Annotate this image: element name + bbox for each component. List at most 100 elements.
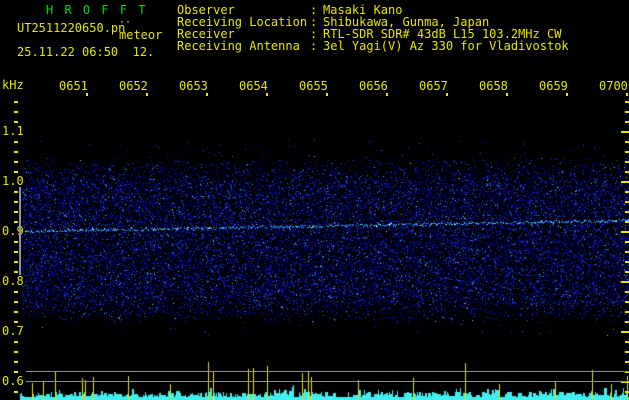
freq-minor-tick-left: [14, 141, 18, 143]
time-tick-label: 0656: [359, 79, 388, 93]
freq-minor-tick-left: [14, 371, 18, 373]
time-tick-mark: [86, 93, 88, 96]
freq-minor-tick-right: [625, 141, 629, 143]
time-tick-mark: [206, 93, 208, 96]
freq-minor-tick-left: [14, 301, 18, 303]
freq-minor-tick-left: [14, 241, 18, 243]
freq-minor-tick-left: [14, 311, 18, 313]
freq-minor-tick-left: [14, 361, 18, 363]
filename-overlay-dots: ··: [119, 17, 132, 28]
freq-minor-tick-right: [625, 201, 629, 203]
freq-minor-tick-right: [625, 151, 629, 153]
freq-minor-tick-right: [625, 301, 629, 303]
time-tick-mark: [266, 93, 268, 96]
freq-minor-tick-right: [625, 211, 629, 213]
freq-minor-tick-left: [14, 391, 18, 393]
freq-minor-tick-right: [625, 251, 629, 253]
station-info-row: Receiver: RTL-SDR SDR# 43dB L15 103.2MHz …: [177, 28, 569, 40]
freq-minor-tick-left: [14, 101, 18, 103]
freq-minor-tick-left: [14, 151, 18, 153]
freq-minor-tick-right: [625, 291, 629, 293]
datetime-line: 25.11.22 06:50 12.: [17, 45, 155, 59]
station-info-value: RTL-SDR SDR# 43dB L15 103.2MHz CW: [323, 27, 562, 41]
station-info-colon: :: [310, 27, 318, 41]
station-info-label: Receiving Location: [177, 15, 308, 29]
frequency-tick-label: 1.0: [2, 174, 24, 188]
time-tick-mark: [386, 93, 388, 96]
freq-minor-tick-left: [14, 201, 18, 203]
freq-minor-tick-right: [625, 371, 629, 373]
station-info-row: Receiving Antenna:3el Yagi(V) Az 330 for…: [177, 40, 569, 52]
time-tick-label: 0653: [179, 79, 208, 93]
freq-minor-tick-left: [14, 211, 18, 213]
freq-minor-tick-left: [14, 121, 18, 123]
freq-minor-tick-right: [625, 161, 629, 163]
freq-minor-tick-left: [14, 251, 18, 253]
freq-major-tick-right: [621, 381, 629, 383]
time-tick-label: 0658: [479, 79, 508, 93]
freq-minor-tick-right: [625, 121, 629, 123]
freq-minor-tick-right: [625, 111, 629, 113]
freq-major-tick-right: [621, 231, 629, 233]
time-tick-label: 0657: [419, 79, 448, 93]
output-filename: UT2511220650.pn: [17, 21, 126, 35]
time-tick-mark: [146, 93, 148, 96]
freq-minor-tick-left: [14, 111, 18, 113]
station-info-value: 3el Yagi(V) Az 330 for Vladivostok: [323, 39, 569, 53]
freq-minor-tick-left: [14, 341, 18, 343]
freq-minor-tick-left: [14, 161, 18, 163]
level-strip-lower-line: [26, 381, 629, 382]
freq-minor-tick-left: [14, 351, 18, 353]
khz-axis-unit-label: kHz: [2, 78, 24, 92]
frequency-tick-label: 1.1: [2, 124, 24, 138]
time-tick-mark: [566, 93, 568, 96]
freq-major-tick-right: [621, 181, 629, 183]
freq-minor-tick-left: [14, 191, 18, 193]
freq-minor-tick-right: [625, 221, 629, 223]
freq-minor-tick-right: [625, 391, 629, 393]
freq-minor-tick-left: [14, 171, 18, 173]
freq-minor-tick-left: [14, 261, 18, 263]
freq-minor-tick-right: [625, 351, 629, 353]
station-info-value: Masaki Kano: [323, 3, 403, 17]
freq-minor-tick-right: [625, 341, 629, 343]
station-info-label: Receiver: [177, 27, 235, 41]
freq-minor-tick-right: [625, 191, 629, 193]
frequency-tick-label: 0.7: [2, 324, 24, 338]
time-tick-label: 0652: [119, 79, 148, 93]
frequency-tick-label: 0.9: [2, 224, 24, 238]
time-tick-mark: [446, 93, 448, 96]
freq-minor-tick-right: [625, 241, 629, 243]
time-tick-mark: [626, 93, 628, 96]
freq-minor-tick-right: [625, 101, 629, 103]
freq-minor-tick-right: [625, 321, 629, 323]
frequency-tick-label: 0.6: [2, 374, 24, 388]
freq-minor-tick-left: [14, 291, 18, 293]
freq-major-tick-right: [621, 331, 629, 333]
freq-minor-tick-left: [14, 321, 18, 323]
freq-minor-tick-left: [14, 221, 18, 223]
freq-minor-tick-right: [625, 271, 629, 273]
station-info-colon: :: [310, 3, 318, 17]
app-title: H R O F F T: [46, 3, 148, 17]
station-info-colon: :: [310, 15, 318, 29]
freq-major-tick-right: [621, 131, 629, 133]
time-tick-label: 0659: [539, 79, 568, 93]
time-tick-mark: [506, 93, 508, 96]
frequency-tick-label: 0.8: [2, 274, 24, 288]
observation-mode-label: meteor: [119, 28, 163, 42]
time-tick-label: 0655: [299, 79, 328, 93]
freq-major-tick-right: [621, 281, 629, 283]
station-info-colon: :: [310, 39, 318, 53]
station-info-label: Observer: [177, 3, 235, 17]
freq-minor-tick-right: [625, 261, 629, 263]
time-tick-label: 0700: [599, 79, 628, 93]
level-strip-upper-line: [26, 371, 629, 372]
time-tick-mark: [326, 93, 328, 96]
freq-minor-tick-right: [625, 361, 629, 363]
